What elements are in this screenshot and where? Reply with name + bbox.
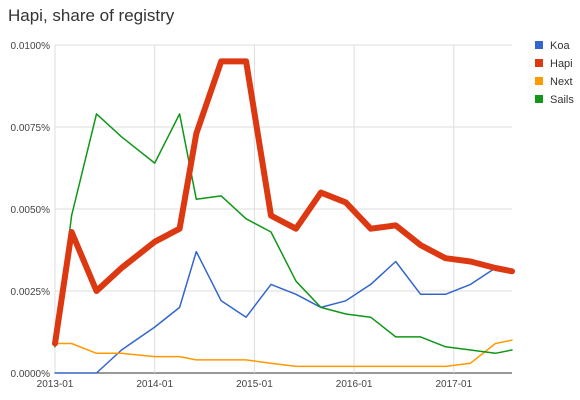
- chart-title: Hapi, share of registry: [8, 6, 175, 25]
- y-axis-ticks: 0.0000% 0.0025% 0.0050% 0.0075% 0.0100%: [11, 41, 51, 380]
- legend-label: Sails: [550, 94, 574, 106]
- legend-swatch: [535, 59, 543, 67]
- x-tick-label: 2016-01: [336, 379, 373, 390]
- series-line-next: [54, 339, 513, 368]
- legend-swatch: [535, 95, 543, 103]
- legend: Koa Hapi Next Sails: [535, 40, 574, 106]
- y-tick-label: 0.0025%: [11, 287, 51, 298]
- x-tick-label: 2013-01: [37, 379, 74, 390]
- x-axis-ticks: 2013-01 2014-01 2015-01 2016-01 2017-01: [37, 379, 473, 390]
- series-line-sails: [54, 113, 513, 355]
- legend-item-sails: Sails: [535, 94, 574, 106]
- legend-swatch: [535, 41, 543, 49]
- x-tick-label: 2015-01: [236, 379, 273, 390]
- series-line-hapi: [52, 58, 515, 347]
- x-tick-label: 2017-01: [435, 379, 472, 390]
- y-tick-label: 0.0050%: [11, 205, 51, 216]
- legend-label: Next: [550, 76, 573, 88]
- legend-label: Koa: [550, 40, 570, 52]
- y-tick-label: 0.0000%: [11, 369, 51, 380]
- grid-lines: [54, 44, 512, 374]
- legend-item-koa: Koa: [535, 40, 570, 52]
- legend-item-next: Next: [535, 76, 573, 88]
- legend-label: Hapi: [550, 58, 573, 70]
- legend-swatch: [535, 77, 543, 85]
- series-lines: [52, 58, 515, 374]
- series-line-koa: [54, 250, 513, 374]
- y-tick-label: 0.0075%: [11, 123, 51, 134]
- x-tick-label: 2014-01: [136, 379, 173, 390]
- legend-item-hapi: Hapi: [535, 58, 573, 70]
- y-tick-label: 0.0100%: [11, 41, 51, 52]
